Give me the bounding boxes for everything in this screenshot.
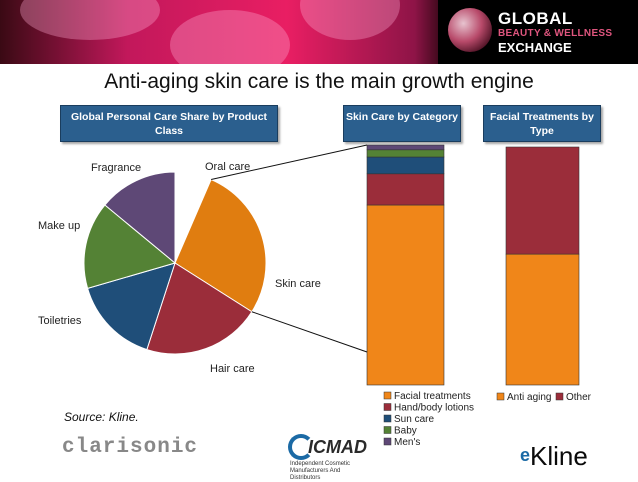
icmad-logo: ICMAD Independent Cosmetic Manufacturers…: [288, 434, 370, 481]
pie-slice-toiletries: [86, 262, 176, 351]
legend-label-men-s: Men's: [394, 437, 420, 448]
pie-label-toiletries: Toiletries: [38, 315, 82, 327]
brand-line-3: EXCHANGE: [498, 40, 572, 55]
pie-label-oral-care: Oral care: [205, 161, 250, 173]
banner-petal: [170, 10, 290, 64]
legend-label-baby: Baby: [394, 426, 417, 437]
globe-icon: [448, 8, 492, 52]
skin-care-header: Skin Care by Category: [343, 105, 461, 142]
legend-swatch-baby: [383, 426, 392, 434]
pie-label-make-up: Make up: [38, 220, 80, 232]
bar-segment-facial-treatments: [366, 204, 445, 386]
pie-chart: Oral care Skin care Hair care Toiletries Mak…: [38, 161, 321, 375]
kline-e-icon: e: [520, 445, 531, 465]
skin-care-bar: [366, 144, 445, 386]
legend-label-sun-care: Sun care: [394, 414, 434, 425]
legend-label-other: Other: [566, 392, 592, 403]
kline-logo: eKline: [520, 441, 588, 472]
brand-line-1: GLOBAL: [498, 9, 573, 28]
legend-swatch-hand-body-lotions: [383, 403, 392, 411]
pie-label-hair-care: Hair care: [210, 363, 255, 375]
slide-title: Anti-aging skin care is the main growth …: [104, 70, 534, 93]
clarisonic-logo: clarisonic: [62, 436, 199, 459]
pie-label-skin-care: Skin care: [275, 278, 321, 290]
icmad-wordmark: ICMAD: [308, 437, 367, 457]
bar-segment-men-s: [366, 144, 445, 151]
header-banner: GLOBAL BEAUTY & WELLNESS EXCHANGE: [0, 0, 638, 64]
legend-label-anti-aging: Anti aging: [507, 392, 551, 403]
kline-wordmark: Kline: [530, 441, 588, 471]
bar-segment-baby: [366, 149, 445, 158]
pie-slice-skin-care: [174, 178, 267, 313]
pie-slice-make-up: [83, 204, 177, 290]
legend-swatch-facial-treatments: [383, 391, 392, 400]
source-note: Source: Kline.: [64, 410, 139, 424]
connector-line-bottom: [251, 311, 368, 353]
connector-lines: [211, 144, 368, 353]
facial-treatments-bar: [505, 146, 580, 386]
legend-swatch-anti-aging: [496, 392, 505, 401]
bar-segment-anti-aging: [505, 253, 580, 386]
bar-segment-hand-body-lotions: [366, 173, 445, 206]
icmad-mark-icon: [288, 434, 314, 460]
pie-label-fragrance: Fragrance: [91, 162, 141, 174]
pie-slice-fragrance: [104, 171, 176, 265]
pie-header: Global Personal Care Share by Product Cl…: [60, 105, 278, 142]
brand-logo: GLOBAL BEAUTY & WELLNESS EXCHANGE: [438, 0, 638, 64]
facial-treatments-legend: Anti aging Other: [496, 392, 592, 403]
facial-treatments-header: Facial Treatments by Type: [483, 105, 601, 142]
bar-segment-sun-care: [366, 156, 445, 175]
connector-line-top: [211, 144, 368, 180]
pie-slice-hair-care: [146, 262, 253, 355]
bar-segment-other: [505, 146, 580, 255]
icmad-subtitle: Independent Cosmetic Manufacturers And D…: [290, 461, 351, 481]
legend-label-facial-treatments: Facial treatments: [394, 391, 471, 402]
legend-swatch-other: [555, 392, 564, 401]
legend-swatch-men-s: [383, 437, 392, 446]
brand-line-2: BEAUTY & WELLNESS: [498, 28, 613, 39]
legend-swatch-sun-care: [383, 414, 392, 423]
legend-label-hand-body-lotions: Hand/body lotions: [394, 403, 474, 414]
